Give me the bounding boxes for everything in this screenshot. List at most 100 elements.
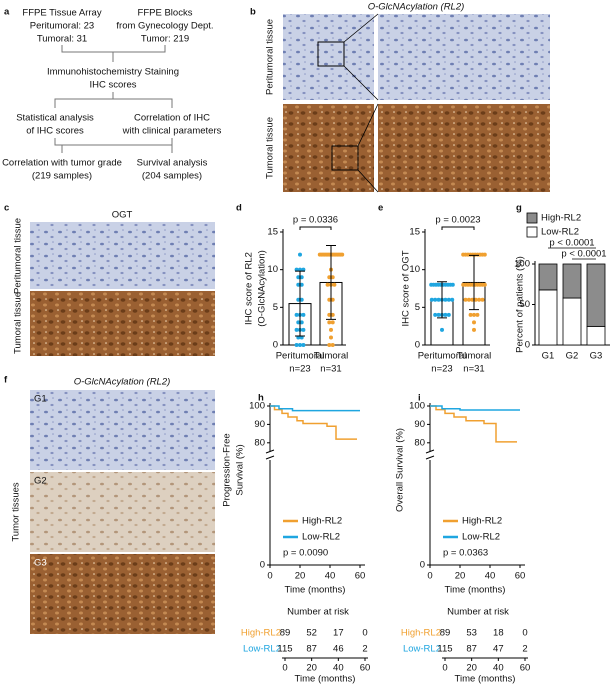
data-point (327, 275, 332, 280)
data-point (470, 297, 475, 302)
grade-label: G1 (34, 394, 47, 405)
x-tick-label: 20 (295, 571, 306, 582)
data-point (299, 282, 304, 287)
x-tick-label: Peritumoral (418, 351, 467, 362)
micrograph (30, 390, 215, 470)
data-point (294, 343, 299, 347)
data-point (436, 297, 441, 302)
y-axis-label: Survival (%) (235, 444, 246, 495)
data-point (429, 297, 434, 302)
flow-text: of IHC scores (26, 126, 84, 137)
n-label: n=23 (289, 364, 310, 375)
risk-count: 46 (333, 644, 344, 655)
y-axis-label: IHC score of OGT (401, 250, 412, 326)
y-tick-label: 90 (414, 419, 425, 430)
y-tick-label: 10 (267, 264, 278, 275)
legend-swatch (526, 212, 538, 224)
micrograph-zoom (378, 14, 550, 100)
x-tick-label: 20 (455, 571, 466, 582)
data-point (433, 312, 438, 317)
p-value: p = 0.0336 (293, 215, 338, 226)
flow-text: FFPE Tissue Array (22, 8, 101, 19)
error-bar (437, 281, 447, 319)
y-axis-label: (O-GlcNAcylation) (257, 250, 268, 327)
y-tick-label: 15 (267, 227, 278, 238)
data-point (340, 252, 345, 257)
error-bar (295, 270, 305, 337)
y-axis-label: Percent of patients (%) (515, 256, 526, 353)
y-tick-label: 80 (414, 437, 425, 448)
data-point (477, 297, 482, 302)
survival-curve (270, 405, 360, 412)
x-tick-label: G3 (590, 351, 603, 362)
data-point (325, 282, 330, 287)
risk-row-label: High-RL2 (401, 628, 441, 639)
data-point (299, 275, 304, 280)
data-point (480, 297, 485, 302)
x-tick-label: 0 (267, 571, 272, 582)
data-point (301, 312, 306, 317)
n-label: n=31 (320, 364, 341, 375)
y-tick-label: 10 (409, 264, 420, 275)
data-point (299, 335, 304, 340)
data-point (329, 327, 333, 332)
risk-count: 89 (440, 628, 451, 639)
x-tick-label: 40 (485, 571, 496, 582)
panel-label: b (250, 7, 256, 18)
error-bar (469, 254, 479, 311)
x-tick-label: G2 (566, 351, 579, 362)
y-axis-label: IHC score of RL2 (244, 252, 255, 325)
data-point (330, 320, 335, 325)
panel-label: i (418, 393, 421, 404)
data-point (296, 275, 301, 280)
y-tick-label: 90 (254, 419, 265, 430)
y-tick-label: 100 (409, 401, 425, 412)
risk-table-title: Number at risk (447, 607, 509, 618)
micrograph (30, 472, 215, 552)
risk-tick-label: 40 (333, 663, 344, 674)
legend-swatch (526, 226, 538, 238)
flow-text: Immunohistochemistry Staining (47, 67, 179, 78)
risk-row-label: Low-RL2 (403, 644, 441, 655)
risk-tick-label: 0 (442, 663, 447, 674)
flow-text: Peritumoral: 23 (30, 21, 94, 32)
flow-text: Correlation of IHC (134, 113, 210, 124)
data-point (450, 297, 455, 302)
risk-axis-label: Time (months) (295, 674, 356, 685)
risk-count: 2 (362, 644, 367, 655)
risk-count: 2 (522, 644, 527, 655)
data-point (468, 312, 473, 317)
p-value: p = 0.0023 (435, 215, 480, 226)
flow-text: (204 samples) (142, 171, 202, 182)
flow-text: Survival analysis (137, 158, 208, 169)
x-axis-label: Time (months) (285, 585, 346, 596)
flow-text: Tumoral: 31 (37, 34, 87, 45)
data-point (301, 327, 306, 332)
data-point (299, 297, 304, 302)
legend-label: Low-RL2 (541, 227, 579, 238)
micrograph (283, 104, 374, 192)
data-point (446, 297, 451, 302)
panel-label: a (4, 7, 10, 18)
data-point (443, 312, 448, 317)
bar-segment (538, 263, 558, 291)
y-tick-label: 15 (409, 227, 420, 238)
bar-segment (538, 289, 558, 346)
risk-tick-label: 0 (282, 663, 287, 674)
legend-label: High-RL2 (541, 213, 581, 224)
micrograph (30, 554, 215, 634)
risk-count: 17 (333, 628, 344, 639)
flow-text: Statistical analysis (16, 113, 94, 124)
risk-count: 87 (466, 644, 477, 655)
axis-break (265, 449, 275, 460)
risk-count: 52 (306, 628, 317, 639)
row-label: Tumoral tissue (13, 292, 24, 354)
data-point (294, 312, 299, 317)
survival-curve (270, 405, 357, 440)
panel-label: d (236, 203, 242, 214)
panel-label: h (258, 393, 264, 404)
data-point (301, 267, 306, 272)
flow-text: from Gynecology Dept. (116, 21, 213, 32)
data-point (330, 343, 335, 347)
x-tick-label: 60 (355, 571, 366, 582)
